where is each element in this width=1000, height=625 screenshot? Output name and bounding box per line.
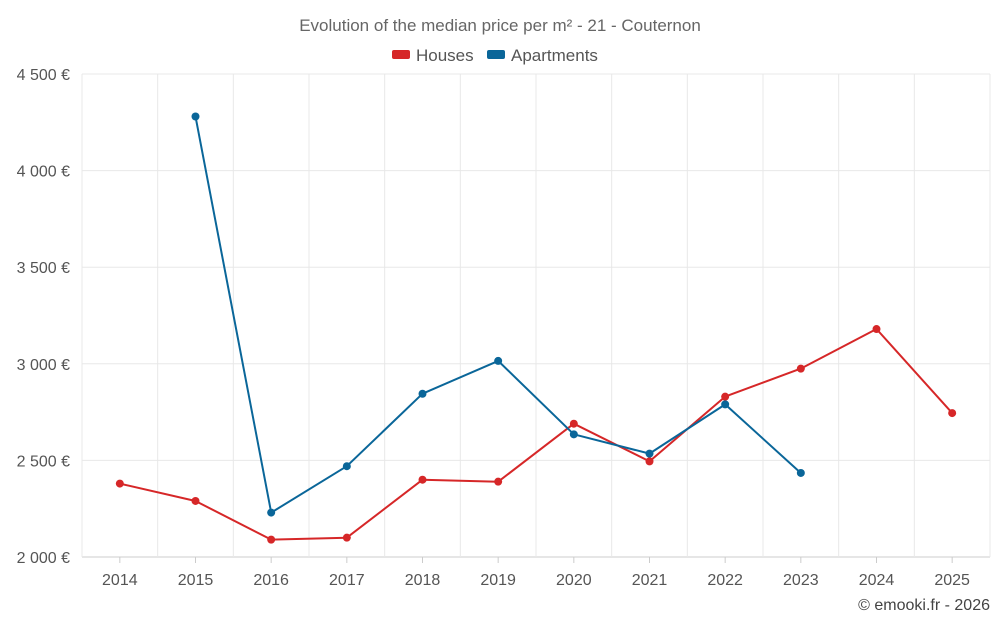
x-tick-label: 2016 <box>253 572 289 589</box>
x-tick-label: 2014 <box>102 572 138 589</box>
x-tick-label: 2020 <box>556 572 592 589</box>
data-point-houses[interactable] <box>267 535 276 544</box>
data-point-houses[interactable] <box>418 475 427 484</box>
grid <box>81 73 991 558</box>
data-point-apartments[interactable] <box>267 508 276 517</box>
legend-label-houses: Houses <box>416 46 474 65</box>
legend-swatch-apartments <box>487 50 505 59</box>
data-point-houses[interactable] <box>569 419 578 428</box>
y-tick-label: 4 000 € <box>17 164 70 181</box>
y-tick-label: 4 500 € <box>17 67 70 84</box>
x-tick-label: 2021 <box>632 572 668 589</box>
y-tick-label: 2 500 € <box>17 453 70 470</box>
data-point-apartments[interactable] <box>342 462 351 471</box>
data-point-houses[interactable] <box>796 364 805 373</box>
x-tick-label: 2019 <box>480 572 516 589</box>
data-point-apartments[interactable] <box>796 468 805 477</box>
x-tick-label: 2024 <box>859 572 895 589</box>
x-tick-label: 2025 <box>934 572 970 589</box>
data-point-houses[interactable] <box>342 533 351 542</box>
data-point-houses[interactable] <box>115 479 124 488</box>
x-tick-label: 2023 <box>783 572 819 589</box>
data-point-apartments[interactable] <box>645 449 654 458</box>
data-point-houses[interactable] <box>191 496 200 505</box>
chart-title: Evolution of the median price per m² - 2… <box>299 16 701 35</box>
x-tick-label: 2017 <box>329 572 365 589</box>
y-tick-label: 2 000 € <box>17 550 70 567</box>
series-line-houses <box>119 328 953 541</box>
data-point-apartments[interactable] <box>569 430 578 439</box>
legend-item-houses[interactable]: Houses <box>392 46 474 65</box>
x-tick-label: 2018 <box>405 572 441 589</box>
x-tick-label: 2015 <box>178 572 214 589</box>
data-point-houses[interactable] <box>948 409 957 418</box>
legend-label-apartments: Apartments <box>511 46 598 65</box>
series-line-apartments <box>194 116 802 514</box>
data-point-apartments[interactable] <box>494 356 503 365</box>
series-apartments <box>191 112 805 517</box>
series-houses <box>115 325 957 544</box>
data-point-apartments[interactable] <box>418 389 427 398</box>
legend-swatch-houses <box>392 50 410 59</box>
data-point-houses[interactable] <box>872 325 881 334</box>
data-point-apartments[interactable] <box>721 400 730 409</box>
legend: Houses Apartments <box>392 46 598 65</box>
data-point-apartments[interactable] <box>191 112 200 121</box>
y-tick-label: 3 000 € <box>17 357 70 374</box>
data-point-houses[interactable] <box>645 457 654 466</box>
series <box>115 112 957 544</box>
axes: 2 000 € 2 500 € 3 000 € 3 500 € 4 000 € 4 500… <box>17 67 970 589</box>
x-tick-label: 2022 <box>707 572 743 589</box>
y-tick-label: 3 500 € <box>17 260 70 277</box>
credit: © emooki.fr - 2026 <box>858 597 990 614</box>
data-point-houses[interactable] <box>721 392 730 401</box>
data-point-houses[interactable] <box>494 477 503 486</box>
legend-item-apartments[interactable]: Apartments <box>487 46 598 65</box>
